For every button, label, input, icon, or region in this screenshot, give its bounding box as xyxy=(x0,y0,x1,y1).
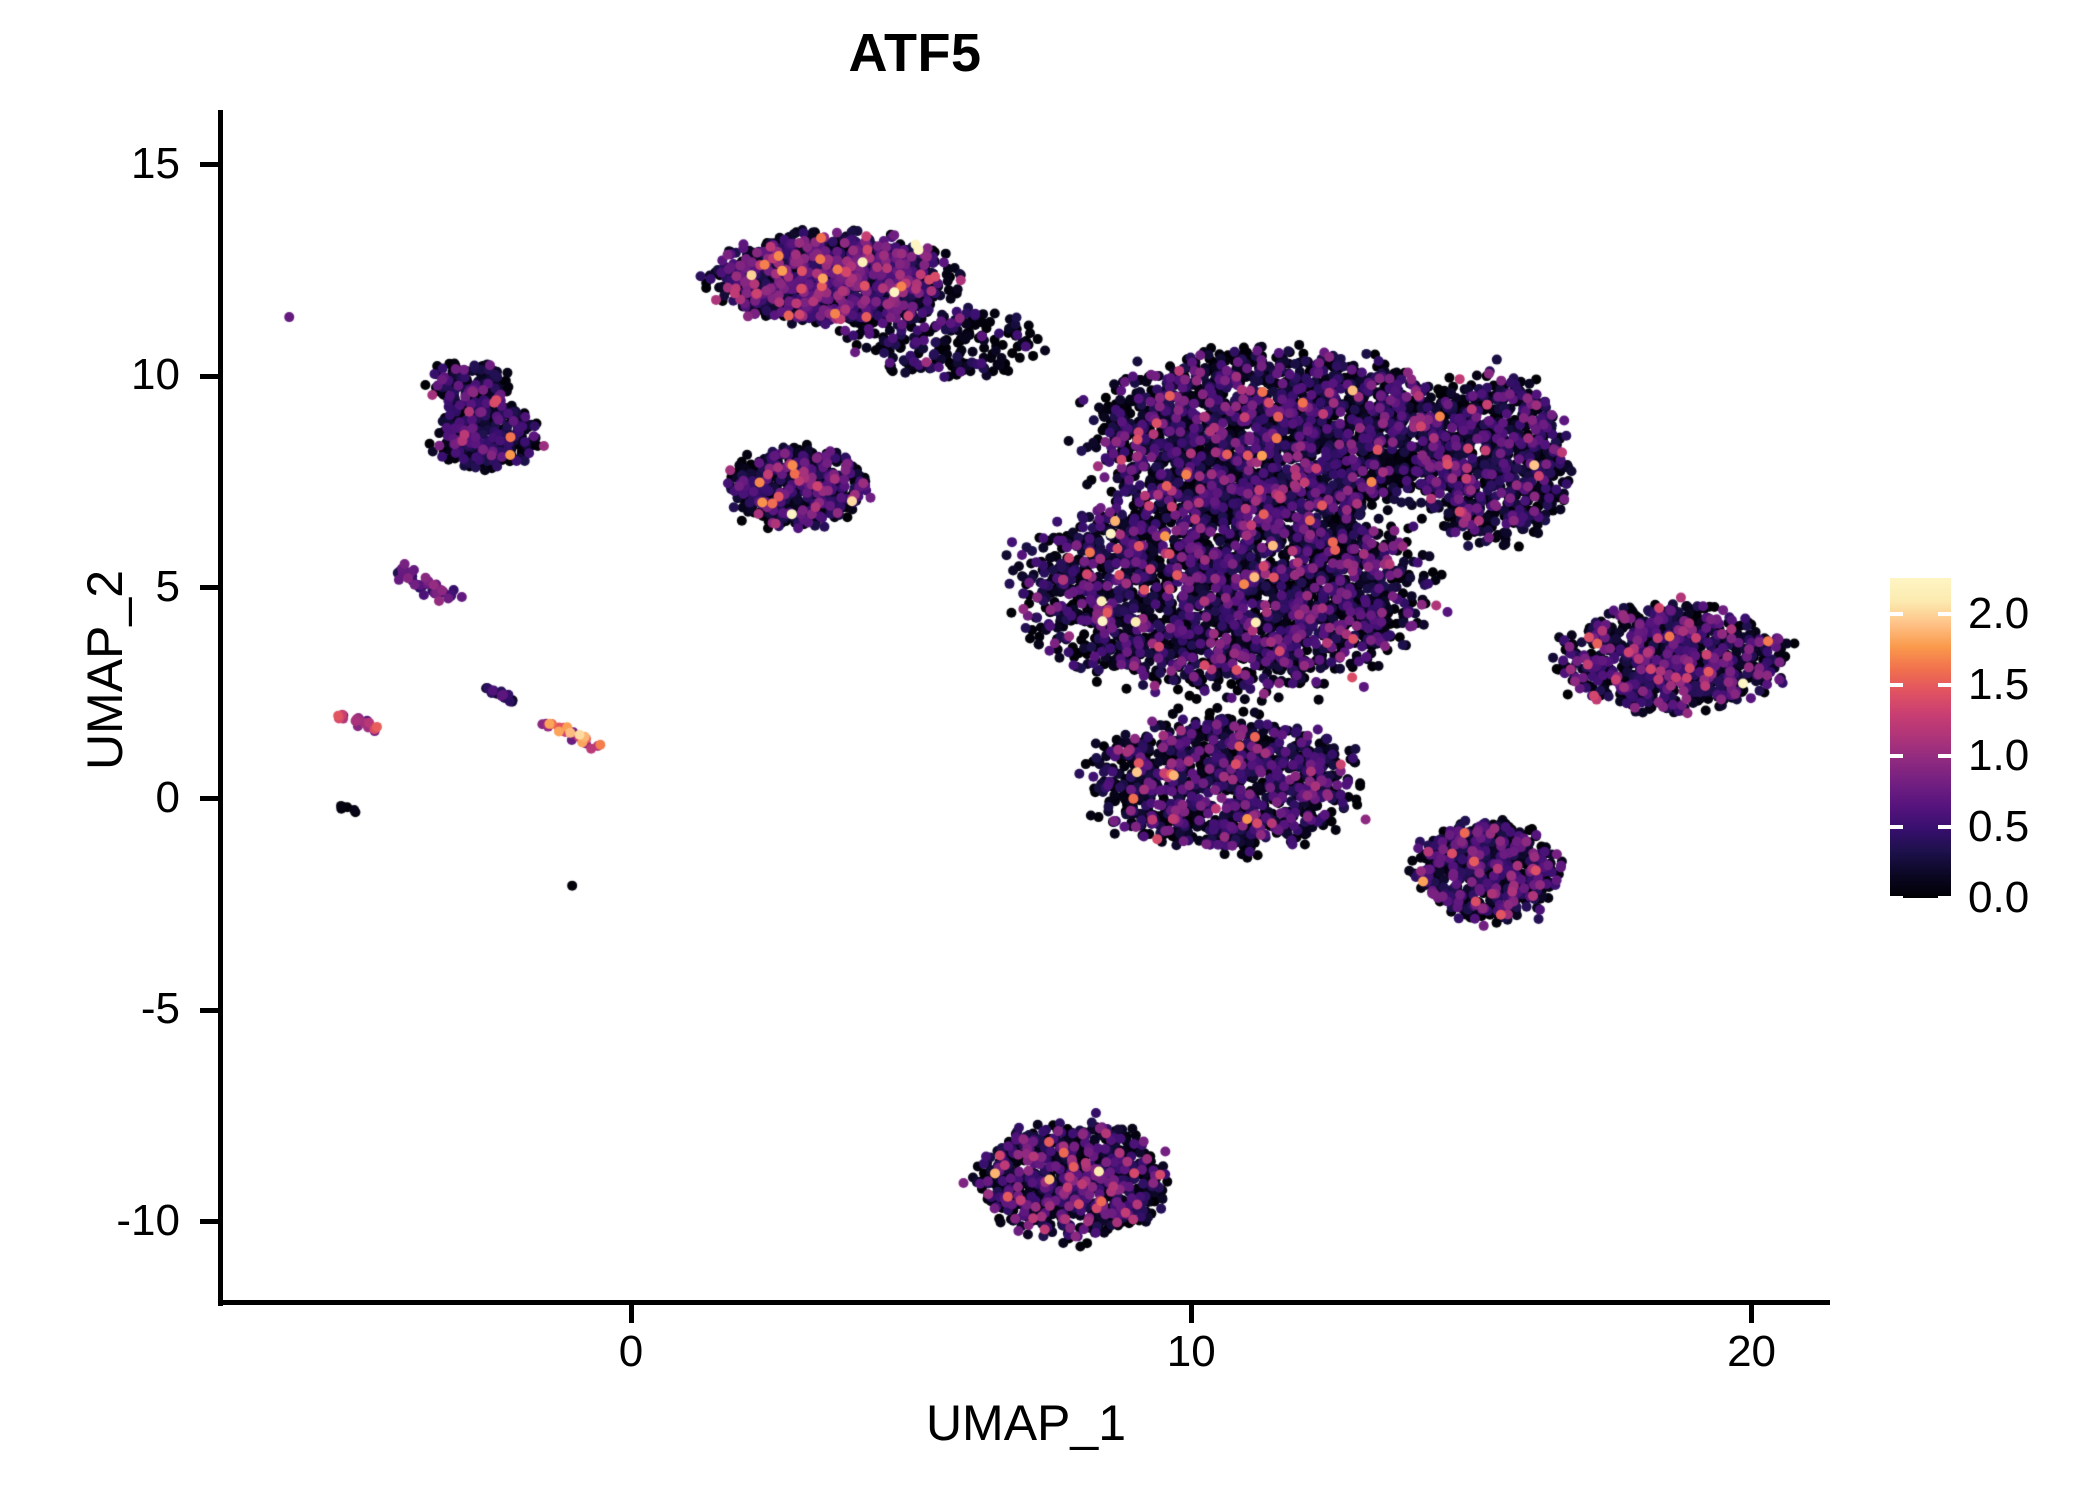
page-title: ATF5 xyxy=(848,23,982,83)
colorbar-tick-mark xyxy=(1890,611,1903,616)
plot-panel[interactable] xyxy=(222,110,1830,1302)
x-tick-label: 10 xyxy=(1166,1327,1216,1376)
y-axis-line xyxy=(218,110,223,1306)
y-tick-label: 5 xyxy=(155,561,180,611)
colorbar-tick-mark xyxy=(1890,896,1903,900)
x-tick-mark xyxy=(1749,1305,1755,1323)
y-tick-label: -5 xyxy=(140,984,180,1034)
y-tick-mark xyxy=(200,796,218,802)
colorbar-tick-mark xyxy=(1890,682,1903,687)
colorbar-tick-mark xyxy=(1938,824,1951,829)
y-tick-mark xyxy=(200,585,218,591)
x-tick-label: 0 xyxy=(618,1327,644,1376)
x-axis-line xyxy=(218,1300,1830,1305)
x-tick-mark xyxy=(628,1305,634,1323)
y-tick-mark xyxy=(200,373,218,379)
y-tick-label: 10 xyxy=(131,350,180,400)
colorbar[interactable] xyxy=(1890,578,1951,900)
colorbar-tick-mark xyxy=(1938,611,1951,616)
y-tick-mark xyxy=(200,1007,218,1013)
colorbar-tick-label: 0.0 xyxy=(1968,873,2030,922)
x-tick-label: 20 xyxy=(1727,1327,1777,1376)
colorbar-tick-label: 2.0 xyxy=(1968,588,2030,638)
colorbar-tick-mark xyxy=(1938,896,1951,900)
colorbar-tick-label: 1.0 xyxy=(1968,730,2030,780)
colorbar-gradient xyxy=(1890,578,1951,898)
colorbar-tick-label: 1.5 xyxy=(1968,659,2030,709)
color-legend: 2.0 1.5 1.0 0.5 0.0 xyxy=(1890,578,2090,920)
y-tick-label: 15 xyxy=(131,138,180,188)
colorbar-tick-label: 0.5 xyxy=(1968,801,2030,851)
colorbar-tick-mark xyxy=(1890,824,1903,829)
x-tick-mark xyxy=(1188,1305,1194,1323)
x-axis-title: UMAP_1 xyxy=(925,1395,1127,1451)
scatter-canvas[interactable] xyxy=(222,110,1830,1302)
colorbar-tick-mark xyxy=(1890,753,1903,758)
y-tick-mark xyxy=(200,1219,218,1225)
y-tick-label: -10 xyxy=(116,1195,180,1245)
colorbar-tick-mark xyxy=(1938,682,1951,687)
y-tick-label: 0 xyxy=(155,772,180,822)
y-axis-title: UMAP_2 xyxy=(77,569,133,771)
y-tick-mark xyxy=(200,162,218,168)
colorbar-tick-mark xyxy=(1938,753,1951,758)
